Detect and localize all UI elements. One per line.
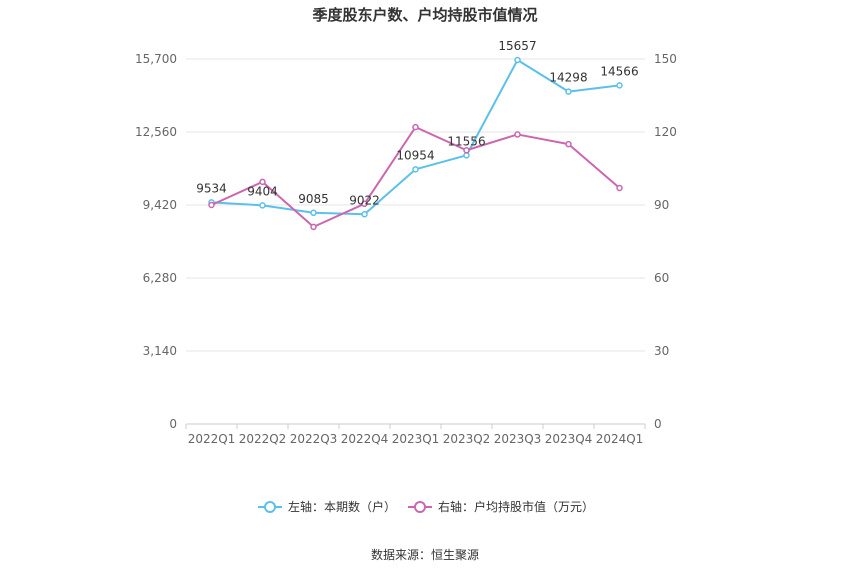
right-tick-label: 120 [654, 125, 677, 139]
x-tick-label: 2024Q1 [596, 432, 644, 446]
data-point[interactable] [514, 131, 521, 138]
data-label: 9085 [298, 192, 329, 206]
data-point[interactable] [616, 184, 623, 192]
data-label: 9022 [349, 193, 380, 207]
data-point[interactable] [361, 200, 368, 208]
right-tick-label: 60 [654, 271, 669, 285]
data-point[interactable] [259, 178, 266, 186]
data-point[interactable] [463, 152, 470, 159]
data-point[interactable] [412, 123, 419, 131]
data-point[interactable] [616, 82, 623, 89]
data-label: 15657 [498, 39, 536, 53]
x-tick-label: 2022Q3 [290, 432, 338, 446]
data-point[interactable] [514, 56, 521, 64]
data-point[interactable] [565, 140, 572, 148]
x-tick-label: 2022Q4 [341, 432, 389, 446]
data-source: 数据来源：恒生聚源 [370, 548, 479, 562]
data-label: 9534 [196, 181, 227, 195]
data-label: 11556 [447, 134, 485, 148]
x-tick-label: 2022Q2 [239, 432, 287, 446]
legend-swatch-marker [414, 501, 426, 513]
data-label: 14298 [549, 71, 587, 85]
right-tick-label: 30 [654, 344, 669, 358]
data-point[interactable] [310, 209, 317, 217]
legend[interactable]: 左轴：本期数（户） 右轴：户均持股市值（万元） [258, 499, 594, 514]
grid-lines [186, 58, 645, 425]
series-line-1 [211, 126, 621, 228]
left-tick-label: 9,420 [143, 198, 177, 212]
legend-label[interactable]: 左轴：本期数（户） [288, 499, 396, 514]
data-point[interactable] [310, 223, 317, 231]
data-point[interactable] [361, 211, 368, 218]
data-point[interactable] [412, 166, 419, 173]
data-label: 10954 [396, 148, 434, 162]
left-tick-label: 15,700 [135, 52, 177, 66]
right-axis: 0 30 60 90 120 150 [654, 52, 677, 431]
left-tick-label: 3,140 [143, 344, 177, 358]
right-tick-label: 0 [654, 417, 662, 431]
chart-title: 季度股东户数、户均持股市值情况 [312, 6, 538, 24]
data-point[interactable] [208, 201, 215, 209]
left-tick-label: 12,560 [135, 125, 177, 139]
x-tick-label: 2023Q2 [443, 432, 491, 446]
data-label: 14566 [600, 64, 638, 78]
x-axis: 2022Q1 2022Q2 2022Q3 2022Q4 2023Q1 2023Q2 2023… [185, 424, 646, 446]
left-tick-label: 0 [169, 417, 177, 431]
series-group: 9534 9404 9085 9022 10954 11556 15657 14298 1456… [196, 39, 639, 231]
data-point[interactable] [259, 202, 266, 209]
x-tick-label: 2023Q1 [392, 432, 440, 446]
left-axis: 0 3,140 6,280 9,420 12,560 15,700 [135, 52, 177, 431]
x-tick-label: 2023Q3 [494, 432, 542, 446]
right-tick-label: 90 [654, 198, 669, 212]
data-label: 9404 [247, 184, 278, 198]
data-point[interactable] [463, 147, 470, 154]
right-tick-label: 150 [654, 52, 677, 66]
legend-label[interactable]: 右轴：户均持股市值（万元） [438, 499, 594, 514]
legend-swatch-marker [264, 501, 276, 513]
data-point[interactable] [565, 88, 572, 95]
left-tick-label: 6,280 [143, 271, 177, 285]
x-tick-label: 2023Q4 [545, 432, 593, 446]
x-tick-label: 2022Q1 [188, 432, 236, 446]
